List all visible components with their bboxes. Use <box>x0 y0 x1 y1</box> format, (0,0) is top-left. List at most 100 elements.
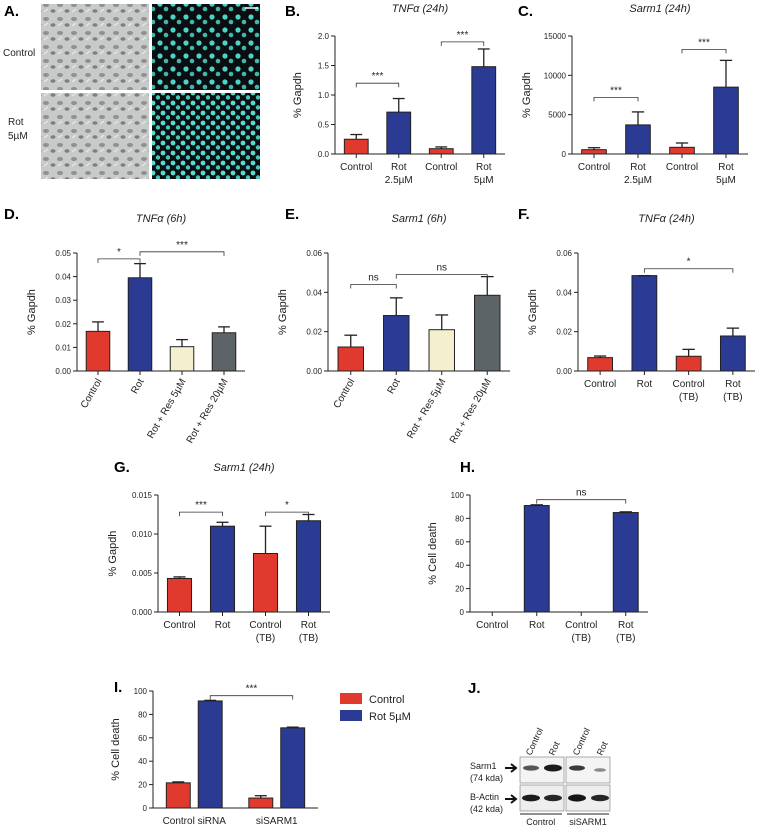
x-tick-label-line: Control <box>578 162 610 173</box>
significance-label: ns <box>368 272 379 283</box>
x-tick-label-line: Control <box>163 620 195 631</box>
x-tick-label: Rot <box>386 377 403 396</box>
x-tick-label: Control (TB) <box>565 620 597 644</box>
bar <box>428 329 455 372</box>
x-tick-label-line: Control <box>673 379 705 390</box>
chart-g: G. Sarm1 (24h) 0.000 0.005 0.010 0.015 % Gapdh… <box>107 459 330 644</box>
x-tick-label: Rot + Res 20µM <box>448 377 494 445</box>
y-tick-label: 60 <box>455 538 464 547</box>
lane-label-control-sirna-control: Control <box>524 726 545 757</box>
panel-f-letter: F. <box>518 206 530 223</box>
x-tick-label-line: 2.5µM <box>385 175 413 186</box>
x-tick-label-line: (TB) <box>723 392 742 403</box>
panel-d-letter: D. <box>4 206 19 223</box>
significance-bracket <box>536 499 627 504</box>
y-tick-label: 0.000 <box>132 608 153 617</box>
y-tick-label: 0.06 <box>306 249 322 258</box>
y-axis-label: % Gapdh <box>521 72 533 118</box>
micrograph-rot-fluorescence <box>152 93 260 179</box>
legend: Control Rot 5µM <box>340 693 411 723</box>
y-tick-label: 0.00 <box>306 367 322 376</box>
x-tick-label-line: (TB) <box>616 633 635 644</box>
x-tick-label-line: (TB) <box>299 633 318 644</box>
chart-f: F. TNFα (24h) 0.00 0.02 0.04 0.06 % Gapdh Contr… <box>518 206 755 403</box>
y-axis-label: % Cell death <box>427 522 439 584</box>
significance-bracket <box>681 48 727 54</box>
y-tick-label: 0 <box>460 608 465 617</box>
x-tick-label: Rot (TB) <box>616 620 635 644</box>
x-tick-label: Rot <box>215 620 231 631</box>
chart-title: TNFα (24h) <box>392 3 449 15</box>
significance-bracket <box>97 258 141 263</box>
blot-label-actin: B-Actin <box>470 792 499 802</box>
bar <box>581 149 607 155</box>
panel-a-row-control: Control <box>3 48 35 59</box>
y-tick-label: 0.02 <box>55 320 71 329</box>
x-tick-label: Control siRNA <box>163 816 227 827</box>
chart-e: E. Sarm1 (6h) 0.00 0.02 0.04 0.06 % Gapdh Contr… <box>277 206 510 445</box>
significance-bracket <box>139 251 225 256</box>
x-tick-label: Control <box>332 377 358 410</box>
panel-i-letter: I. <box>114 679 122 696</box>
x-tick-label-line: Control <box>476 620 508 631</box>
x-tick-label: Rot + Res 20µM <box>185 377 231 445</box>
bar <box>209 525 236 613</box>
bar <box>169 346 195 372</box>
x-tick-label: Rot <box>129 377 146 396</box>
y-tick-label: 80 <box>455 514 464 523</box>
y-tick-label: 40 <box>138 757 147 766</box>
x-tick-label: Control (TB) <box>673 379 705 403</box>
y-axis-label: % Gapdh <box>292 72 304 118</box>
chart-title: Sarm1 (24h) <box>629 3 690 15</box>
y-tick-label: 0.0 <box>318 150 330 159</box>
significance-label: *** <box>457 30 469 41</box>
bar <box>197 700 223 809</box>
x-tick-label: Rot (TB) <box>299 620 318 644</box>
micrograph-rot-brightfield <box>41 93 149 179</box>
y-axis-label: % Gapdh <box>26 289 38 335</box>
significance-label: ns <box>576 488 587 499</box>
significance-bracket <box>643 268 734 273</box>
panel-j-letter: J. <box>468 680 481 697</box>
significance-label: * <box>687 257 691 268</box>
chart-title: Sarm1 (6h) <box>391 213 446 225</box>
significance-bracket <box>593 96 639 102</box>
x-tick-label-line: (TB) <box>679 392 698 403</box>
bar <box>337 346 364 372</box>
y-tick-label: 0.00 <box>556 367 572 376</box>
y-tick-label: 0.04 <box>556 288 572 297</box>
band-sarm1-lane1 <box>523 765 539 771</box>
panel-j: J. Control Rot Control Rot Sarm1 (74 kda… <box>468 680 611 833</box>
x-tick-label-line: Control <box>584 379 616 390</box>
panel-a-row-rot-line1: Rot <box>8 117 24 128</box>
x-tick-label: Control <box>476 620 508 631</box>
y-tick-label: 80 <box>138 710 147 719</box>
x-tick-label: Rot + Res 5µM <box>145 377 188 441</box>
x-tick-label-line: Control <box>425 162 457 173</box>
band-sarm1-lane2 <box>544 764 562 772</box>
y-tick-label: 0.05 <box>55 249 71 258</box>
bar <box>280 727 306 809</box>
bar <box>669 146 695 155</box>
blot-label-sarm1-kda: (74 kda) <box>470 773 503 783</box>
y-tick-label: 15000 <box>544 32 567 41</box>
x-tick-label-line: (TB) <box>256 633 275 644</box>
x-tick-label-line: Rot <box>391 162 407 173</box>
x-tick-label: Control (TB) <box>249 620 281 644</box>
bar <box>252 553 279 613</box>
blot-label-actin-kda: (42 kda) <box>470 804 503 814</box>
arrow-actin-icon <box>505 794 518 804</box>
x-tick-label-line: Rot <box>725 379 741 390</box>
chart-h: H. 0 20 40 60 80 100 % Cell death Control Rot Cont… <box>427 459 648 644</box>
panel-a-row-label-control: Control <box>3 48 35 59</box>
band-actin-lane4 <box>591 794 609 802</box>
y-tick-label: 60 <box>138 734 147 743</box>
panel-e-letter: E. <box>285 206 299 223</box>
lane-label-sisarm1-rot: Rot <box>595 739 610 756</box>
x-tick-label: siSARM1 <box>256 816 298 827</box>
chart-title: TNFα (24h) <box>638 213 695 225</box>
significance-bracket <box>395 274 488 279</box>
bar <box>428 148 454 155</box>
x-tick-label-line: Rot <box>529 620 545 631</box>
chart-i: I. 0 20 40 60 80 100 % Cell death Control siRNA s… <box>110 679 318 827</box>
